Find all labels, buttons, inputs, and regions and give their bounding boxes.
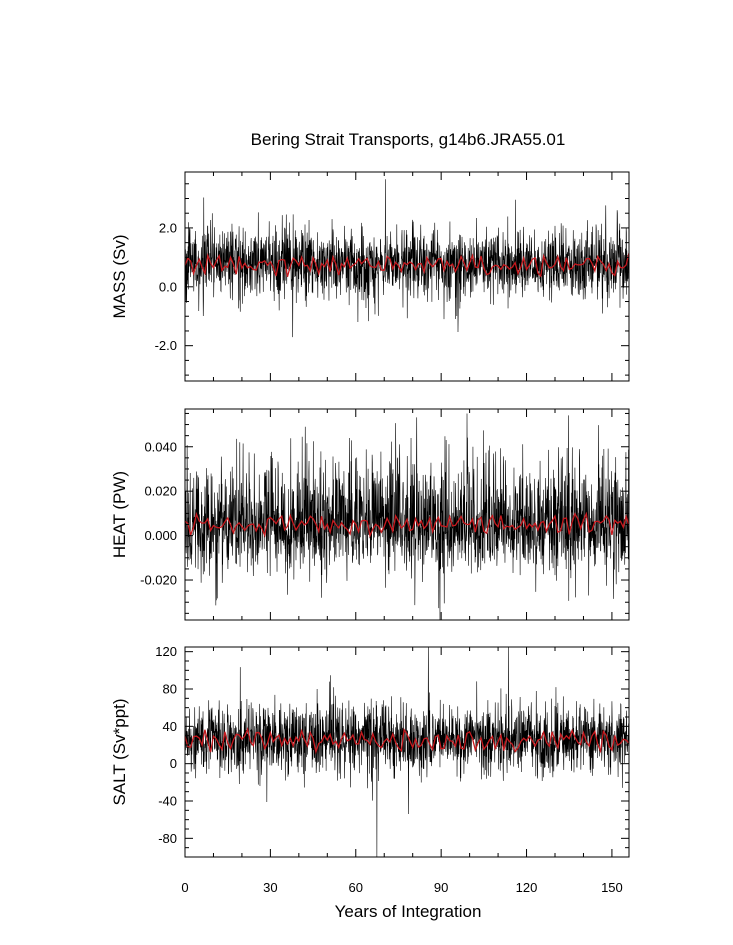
mass-annual-mean-line <box>185 252 629 278</box>
mass-y-tick-label: 0.0 <box>159 279 177 294</box>
heat-y-axis-label: HEAT (PW) <box>110 471 129 558</box>
x-axis-label: Years of Integration <box>335 902 482 921</box>
x-tick-label: 60 <box>349 880 363 895</box>
x-tick-label: 0 <box>181 880 188 895</box>
chart-title: Bering Strait Transports, g14b6.JRA55.01 <box>251 130 566 149</box>
mass-plot-frame <box>184 171 630 382</box>
heat-y-tick-label: 0.000 <box>144 528 177 543</box>
x-tick-label: 120 <box>516 880 538 895</box>
heat-y-tick-label: 0.020 <box>144 484 177 499</box>
salt-monthly-line <box>185 647 629 857</box>
x-tick-label: 150 <box>601 880 623 895</box>
salt-y-tick-label: -40 <box>158 794 177 809</box>
salt-y-tick-label: 80 <box>163 682 177 697</box>
salt-y-axis-label: SALT (Sv*ppt) <box>110 698 129 805</box>
heat-monthly-line <box>185 413 629 620</box>
mass-panel: -2.0 0.0 2.0 MASS (Sv) <box>110 171 630 382</box>
salt-y-tick-label: 40 <box>163 719 177 734</box>
salt-y-tick-label: 0 <box>170 756 177 771</box>
mass-y-tick-label: 2.0 <box>159 220 177 235</box>
x-tick-label: 90 <box>434 880 448 895</box>
salt-annual-mean-line <box>185 727 629 755</box>
panels: -2.0 0.0 2.0 MASS (Sv) -0.020 0.000 0.020 0.040… <box>110 171 630 858</box>
mass-monthly-line <box>185 179 629 338</box>
salt-y-tick-label: 120 <box>155 644 177 659</box>
mass-y-axis-label: MASS (Sv) <box>110 234 129 318</box>
x-tick-labels: 0 30 60 90 120 150 <box>181 880 622 895</box>
heat-annual-mean-line <box>185 511 629 538</box>
salt-y-tick-label: -80 <box>158 831 177 846</box>
heat-plot-frame <box>184 408 630 621</box>
heat-y-tick-label: -0.020 <box>140 573 177 588</box>
x-tick-label: 30 <box>263 880 277 895</box>
salt-plot-frame <box>184 646 630 858</box>
heat-y-tick-label: 0.040 <box>144 439 177 454</box>
mass-y-tick-label: -2.0 <box>155 338 177 353</box>
heat-panel: -0.020 0.000 0.020 0.040 HEAT (PW) <box>110 408 630 621</box>
salt-panel: -80 -40 0 40 80 120 SALT (Sv*ppt) <box>110 644 630 858</box>
